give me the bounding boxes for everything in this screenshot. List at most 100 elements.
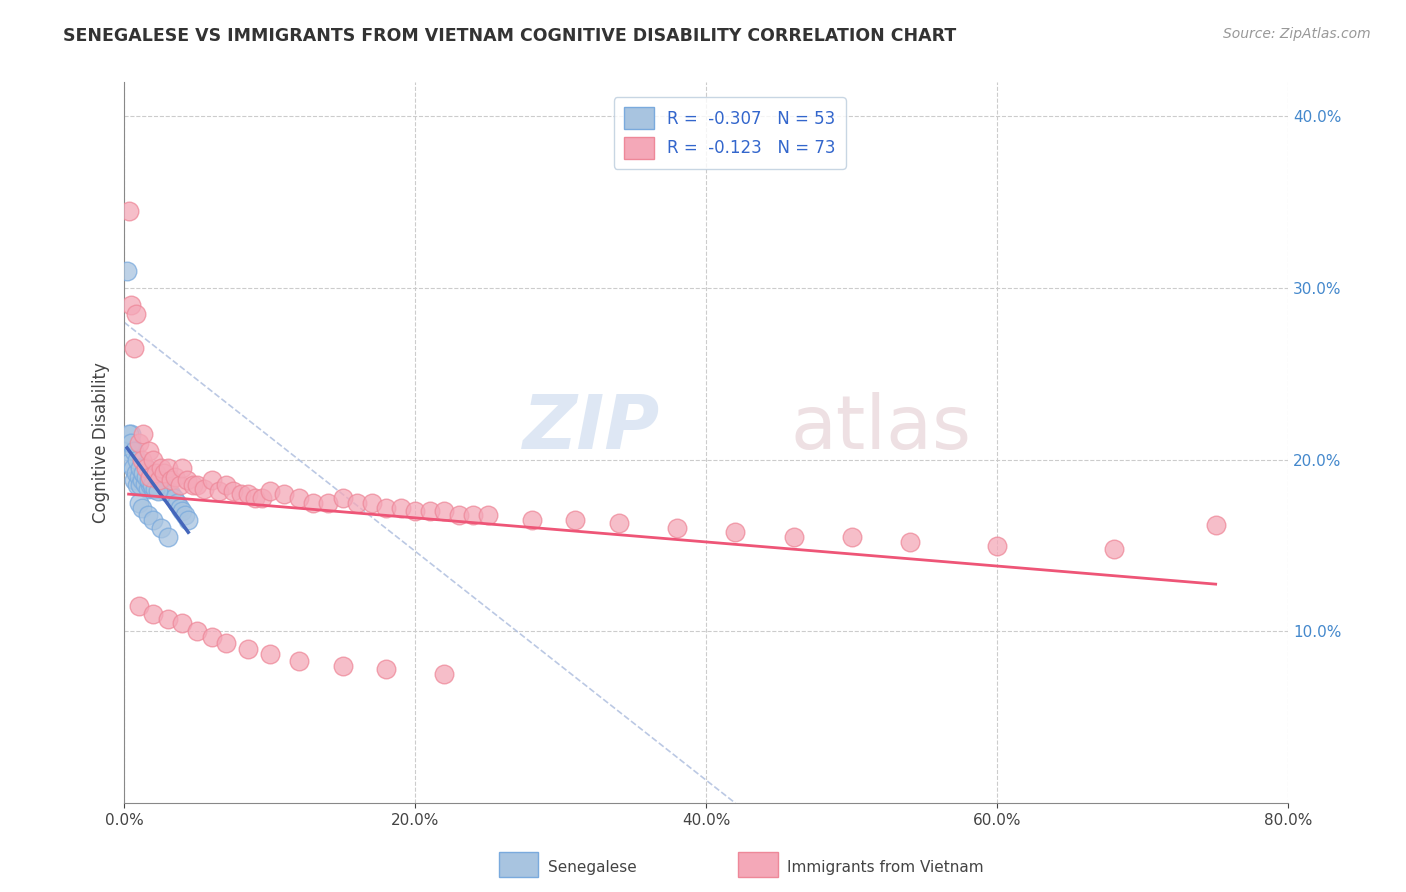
Point: [127, 452, 149, 467]
Point: [666, 521, 689, 535]
Point: [152, 467, 174, 481]
Point: [145, 478, 167, 492]
Text: Immigrants from Vietnam: Immigrants from Vietnam: [787, 861, 984, 875]
Point: [138, 474, 160, 488]
Text: atlas: atlas: [790, 392, 972, 465]
Point: [389, 500, 412, 515]
Point: [447, 508, 470, 522]
Point: [169, 478, 191, 492]
Point: [121, 435, 143, 450]
Point: [159, 487, 181, 501]
Point: [360, 496, 382, 510]
Point: [236, 487, 259, 501]
Point: [128, 599, 150, 613]
Point: [607, 516, 630, 531]
Point: [316, 496, 339, 510]
Point: [236, 641, 259, 656]
Point: [143, 474, 166, 488]
Point: [215, 478, 238, 492]
Point: [898, 535, 921, 549]
Point: [186, 624, 208, 639]
Point: [139, 478, 162, 492]
Text: ZIP: ZIP: [523, 392, 659, 465]
Point: [122, 461, 145, 475]
Text: SENEGALESE VS IMMIGRANTS FROM VIETNAM COGNITIVE DISABILITY CORRELATION CHART: SENEGALESE VS IMMIGRANTS FROM VIETNAM CO…: [63, 27, 956, 45]
Point: [152, 482, 174, 496]
Point: [215, 636, 238, 650]
Point: [132, 427, 155, 442]
Point: [128, 470, 150, 484]
Point: [128, 496, 150, 510]
Point: [169, 500, 191, 515]
Point: [117, 456, 139, 470]
Point: [433, 504, 456, 518]
Point: [142, 607, 165, 622]
Point: [156, 612, 179, 626]
Point: [124, 341, 146, 355]
Point: [302, 496, 325, 510]
Point: [146, 482, 169, 496]
Text: Senegalese: Senegalese: [548, 861, 637, 875]
Y-axis label: Cognitive Disability: Cognitive Disability: [93, 362, 110, 523]
Point: [138, 474, 160, 488]
Point: [841, 530, 863, 544]
Point: [156, 483, 179, 498]
Point: [724, 524, 747, 539]
Point: [148, 478, 170, 492]
Point: [332, 491, 354, 505]
Point: [986, 539, 1008, 553]
Point: [252, 491, 274, 505]
Point: [131, 474, 153, 488]
Point: [129, 478, 152, 492]
Point: [131, 500, 153, 515]
Point: [404, 504, 426, 518]
Point: [125, 307, 148, 321]
Point: [135, 461, 157, 475]
Point: [172, 504, 194, 518]
Point: [146, 483, 169, 498]
Point: [115, 264, 138, 278]
Point: [163, 491, 186, 505]
Point: [156, 530, 179, 544]
Point: [166, 496, 188, 510]
Point: [200, 630, 222, 644]
Point: [127, 478, 149, 492]
Point: [142, 452, 165, 467]
Point: [273, 487, 295, 501]
Point: [186, 478, 208, 492]
Point: [174, 508, 197, 522]
Point: [222, 483, 245, 498]
Point: [1205, 518, 1227, 533]
Point: [477, 508, 499, 522]
Point: [142, 513, 165, 527]
Point: [136, 482, 159, 496]
Point: [193, 482, 215, 496]
Point: [118, 435, 141, 450]
Point: [165, 470, 187, 484]
Point: [141, 478, 163, 492]
Point: [134, 476, 156, 491]
Point: [141, 470, 163, 484]
Point: [121, 427, 143, 442]
Point: [156, 461, 179, 475]
Point: [132, 467, 155, 481]
Point: [117, 427, 139, 442]
Point: [245, 491, 267, 505]
Point: [172, 615, 194, 630]
Point: [346, 496, 368, 510]
Point: [145, 467, 167, 481]
Point: [149, 521, 172, 535]
Point: [129, 461, 152, 475]
Point: [143, 482, 166, 496]
Point: [148, 474, 170, 488]
Point: [150, 478, 173, 492]
Point: [1102, 542, 1125, 557]
Point: [208, 483, 231, 498]
Point: [124, 444, 146, 458]
Point: [159, 474, 181, 488]
Point: [132, 467, 155, 481]
Point: [115, 444, 138, 458]
Point: [564, 513, 586, 527]
Point: [128, 435, 150, 450]
Point: [136, 508, 159, 522]
